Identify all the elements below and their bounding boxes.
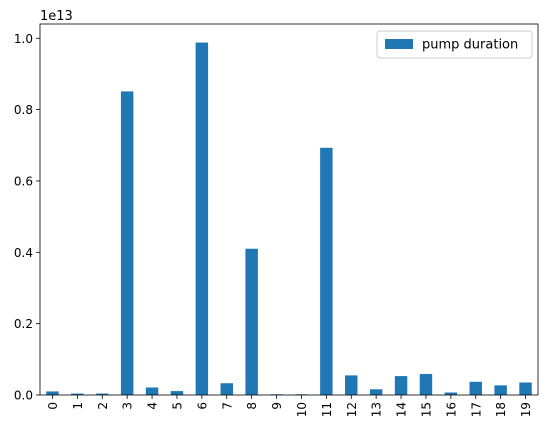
bar-19 [519, 382, 532, 395]
bar-4 [145, 387, 159, 395]
bar-0 [46, 391, 59, 395]
bar-18 [494, 385, 507, 395]
y-axis-offset-label: 1e13 [40, 9, 73, 24]
bar-7 [220, 383, 233, 395]
x-tick-label-0: 0 [46, 402, 60, 410]
x-tick-label-12: 12 [345, 402, 359, 417]
x-tick-label-17: 17 [469, 402, 483, 417]
y-tick-label: 0.4 [14, 246, 33, 260]
legend-label: pump duration [422, 38, 518, 53]
legend-box [376, 30, 533, 59]
x-tick-label-8: 8 [245, 402, 259, 410]
x-tick-label-11: 11 [320, 402, 334, 417]
x-tick-label-7: 7 [220, 402, 234, 410]
bar-6 [195, 42, 209, 396]
x-tick-label-18: 18 [494, 402, 508, 417]
y-tick-label: 0.8 [14, 103, 33, 117]
x-tick-label-13: 13 [370, 402, 384, 417]
bar-16 [444, 392, 458, 395]
x-tick-label-9: 9 [270, 402, 284, 410]
x-tick-label-1: 1 [71, 402, 85, 410]
x-tick-label-6: 6 [195, 402, 209, 410]
bar-3 [120, 91, 134, 396]
y-tick-label: 0.6 [14, 174, 33, 188]
bar-1 [71, 393, 84, 395]
bar-15 [419, 373, 433, 395]
bar-5 [170, 391, 184, 395]
x-tick-label-15: 15 [419, 402, 433, 417]
x-tick-label-19: 19 [519, 402, 533, 417]
y-axis-ticks: 0.0 0.2 0.4 0.6 0.8 1.0 [14, 32, 40, 403]
bar-12 [345, 375, 358, 395]
bar-17 [469, 381, 482, 395]
bars-layer [46, 42, 532, 396]
x-tick-label-4: 4 [146, 402, 160, 410]
bar-13 [369, 389, 383, 395]
y-tick-label: 1.0 [14, 32, 33, 46]
legend-swatch [385, 39, 413, 49]
legend: pump duration [376, 30, 533, 59]
x-tick-label-10: 10 [295, 402, 309, 417]
x-tick-label-2: 2 [96, 402, 110, 410]
plot-frame [39, 23, 539, 396]
bar-14 [394, 376, 408, 395]
bar-11 [320, 147, 333, 395]
x-tick-label-16: 16 [444, 402, 458, 417]
x-axis-ticks: 0 1 2 3 4 5 6 7 8 9 10 11 12 13 14 15 16 17 18 19 [46, 395, 533, 417]
x-tick-label-14: 14 [395, 402, 409, 417]
y-tick-label: 0.0 [14, 389, 33, 403]
bar-2 [96, 393, 109, 395]
y-tick-label: 0.2 [14, 317, 33, 331]
x-tick-label-5: 5 [170, 402, 184, 410]
bar-8 [245, 248, 258, 395]
x-tick-label-3: 3 [121, 402, 135, 410]
